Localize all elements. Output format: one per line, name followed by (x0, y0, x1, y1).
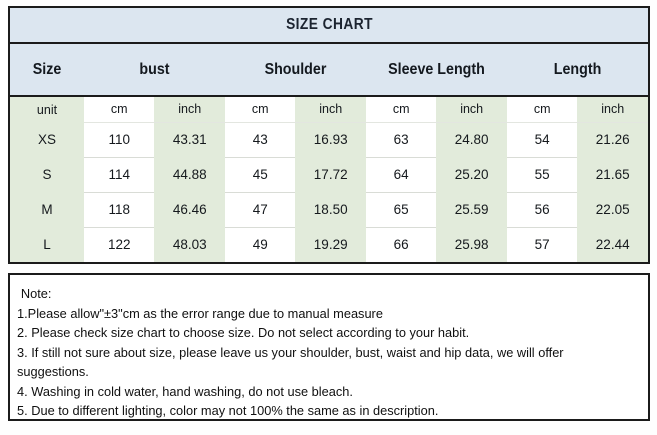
cell-shoulder-inch: 18.50 (295, 192, 366, 227)
unit-cell-length-cm: cm (506, 96, 578, 123)
cell-sleeve-inch: 24.80 (436, 122, 507, 157)
cell-sleeve-inch: 25.20 (436, 157, 507, 192)
cell-length-cm: 55 (506, 156, 578, 192)
note-line-3: 3. If still not sure about size, please … (17, 344, 564, 380)
unit-cell-size: unit (10, 96, 84, 122)
note-box: Note: 1.Please allow"±3"cm as the error … (8, 273, 650, 421)
table-group-header-row: Size bust Shoulder Sleeve Length Length (10, 44, 648, 97)
note-line-1: 1.Please allow"±3"cm as the error range … (17, 305, 383, 321)
cell-bust-inch: 46.46 (154, 192, 225, 227)
cell-shoulder-cm: 43 (224, 121, 296, 157)
unit-cell-bust-cm: cm (84, 96, 155, 123)
cell-shoulder-cm: 49 (224, 226, 296, 262)
cell-sleeve-cm: 65 (365, 191, 437, 227)
cell-bust-cm: 122 (84, 226, 155, 262)
column-header-sleeve-length: Sleeve Length (371, 44, 502, 97)
cell-length-cm: 57 (506, 226, 578, 262)
column-header-size: Size (12, 44, 82, 97)
note-heading: Note: (20, 286, 52, 301)
column-header-bust: bust (89, 44, 220, 97)
size-chart-table: Size bust Shoulder Sleeve Length Length … (10, 44, 648, 262)
cell-size: XS (10, 122, 84, 157)
cell-length-inch: 22.44 (577, 227, 648, 262)
note-line-4: 4. Washing in cold water, hand washing, … (17, 383, 353, 399)
cell-size: M (10, 192, 84, 227)
cell-length-inch: 21.65 (577, 157, 648, 192)
note-line-5: 5. Due to different lighting, color may … (17, 403, 439, 418)
cell-sleeve-inch: 25.98 (436, 227, 507, 262)
cell-bust-cm: 114 (84, 156, 155, 192)
cell-sleeve-inch: 25.59 (436, 192, 507, 227)
cell-shoulder-inch: 16.93 (295, 122, 366, 157)
cell-shoulder-cm: 45 (224, 156, 296, 192)
column-header-shoulder: Shoulder (230, 44, 361, 97)
cell-size: L (10, 227, 84, 262)
unit-cell-length-inch: inch (577, 96, 648, 123)
cell-sleeve-cm: 66 (365, 226, 437, 262)
cell-shoulder-cm: 47 (224, 191, 296, 227)
cell-shoulder-inch: 19.29 (295, 227, 366, 262)
unit-cell-sleeve-cm: cm (365, 96, 437, 123)
cell-bust-cm: 118 (84, 191, 155, 227)
cell-length-cm: 54 (506, 121, 578, 157)
note-line-2: 2. Please check size chart to choose siz… (17, 325, 470, 340)
cell-bust-cm: 110 (84, 121, 155, 157)
cell-bust-inch: 44.88 (154, 157, 225, 192)
size-chart-frame: SIZE CHART Size bust Shoulder Sleeve Len… (8, 6, 650, 264)
unit-cell-shoulder-inch: inch (295, 96, 366, 123)
cell-length-inch: 22.05 (577, 192, 648, 227)
cell-sleeve-cm: 64 (365, 156, 437, 192)
unit-cell-sleeve-inch: inch (436, 96, 507, 123)
cell-bust-inch: 43.31 (154, 122, 225, 157)
unit-cell-shoulder-cm: cm (224, 96, 296, 123)
cell-length-inch: 21.26 (577, 122, 648, 157)
cell-length-cm: 56 (506, 191, 578, 227)
cell-sleeve-cm: 63 (365, 121, 437, 157)
chart-title-bar: SIZE CHART (10, 8, 648, 44)
cell-shoulder-inch: 17.72 (295, 157, 366, 192)
cell-bust-inch: 48.03 (154, 227, 225, 262)
unit-cell-bust-inch: inch (154, 96, 225, 123)
table-row: M 118 46.46 47 18.50 65 25.59 56 22.05 (10, 191, 648, 227)
table-unit-row: unit cm inch cm inch cm inch cm inch (10, 96, 648, 123)
cell-size: S (10, 157, 84, 192)
column-header-length: Length (512, 44, 643, 97)
table-row: S 114 44.88 45 17.72 64 25.20 55 21.65 (10, 156, 648, 192)
table-row: XS 110 43.31 43 16.93 63 24.80 54 21.26 (10, 121, 648, 157)
table-row: L 122 48.03 49 19.29 66 25.98 57 22.44 (10, 226, 648, 262)
page-title: SIZE CHART (285, 16, 373, 33)
